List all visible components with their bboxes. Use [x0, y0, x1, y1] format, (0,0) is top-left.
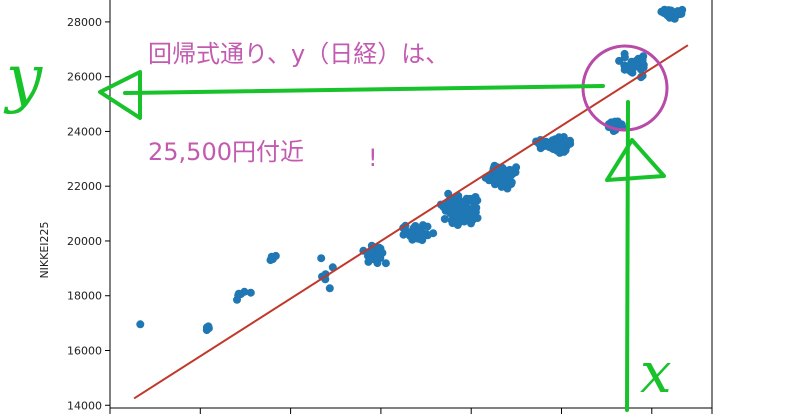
scatter-point: [512, 163, 521, 172]
scatter-point: [453, 221, 462, 229]
scatter-point: [674, 8, 683, 17]
scatter-point: [365, 255, 374, 264]
y-tick-label: 22000: [67, 180, 102, 193]
y-tick-label: 24000: [67, 125, 102, 138]
scatter-point: [136, 320, 145, 329]
scatter-point: [558, 146, 567, 155]
scatter-point: [638, 56, 647, 65]
scatter-point: [202, 323, 211, 332]
annotation-exclamation: !: [368, 144, 378, 172]
scatter-point: [491, 174, 500, 183]
scatter-point: [234, 289, 243, 298]
scatter-point: [665, 13, 674, 22]
scatter-point: [414, 224, 423, 233]
scatter-point: [615, 56, 624, 65]
y-tick-label: 16000: [67, 344, 102, 357]
annotation-line1: 回帰式通り、y（日経）は、: [148, 40, 449, 68]
y-tick-label: 20000: [67, 235, 102, 248]
scatter-point: [246, 288, 255, 297]
scatter-point: [611, 117, 619, 126]
vertical-arrow-shaft: [625, 100, 630, 412]
scatter-point: [620, 53, 629, 62]
hand-x-label: x: [640, 341, 672, 406]
x-axis-ticks: [109, 408, 713, 414]
horizontal-arrow-shaft: [123, 84, 605, 95]
y-tick-label: 26000: [67, 71, 102, 84]
scatter-point: [545, 143, 554, 152]
scatter-point: [566, 139, 575, 148]
scatter-point: [469, 198, 478, 207]
vertical-arrow-head: [605, 138, 666, 182]
horizontal-arrow-head: [98, 70, 142, 120]
scatter-point: [458, 204, 467, 213]
scatter-point: [500, 171, 509, 180]
scatter-point: [233, 295, 241, 304]
scatter-point: [459, 212, 468, 221]
scatter-point: [557, 139, 566, 148]
scatter-point: [373, 254, 381, 262]
y-axis-ticks: 14000 16000 18000 20000 22000 24000 26000 28000: [67, 16, 110, 412]
scatter-point: [267, 252, 276, 261]
scatter-point: [440, 215, 449, 223]
scatter-point: [630, 60, 639, 69]
scatter-point: [467, 219, 475, 228]
scatter-point: [317, 254, 326, 263]
scatter-point: [466, 213, 475, 222]
scatter-point: [325, 284, 334, 293]
hand-y-label: y: [3, 42, 43, 116]
scatter-point: [507, 178, 516, 187]
regression-line: [133, 44, 689, 400]
annotation-line2: 25,500円付近: [148, 138, 304, 166]
scatter-point: [555, 133, 563, 142]
scatter-points: [136, 5, 687, 335]
y-axis-label: NIKKEI225: [38, 221, 51, 278]
chart-axes: [109, 0, 713, 409]
hand-drawn-arrows: y x: [3, 42, 672, 412]
scatter-point: [453, 213, 462, 222]
scatter-point: [497, 182, 506, 191]
scatter-point: [415, 234, 424, 243]
scatter-point: [667, 6, 675, 15]
scatter-point: [505, 165, 514, 174]
scatter-point: [378, 248, 387, 257]
scatter-point: [636, 65, 645, 74]
y-tick-label: 28000: [67, 16, 102, 29]
scatter-point: [661, 6, 670, 15]
y-tick-label: 14000: [67, 399, 102, 412]
scatter-point: [381, 259, 390, 268]
y-tick-label: 18000: [67, 290, 102, 303]
